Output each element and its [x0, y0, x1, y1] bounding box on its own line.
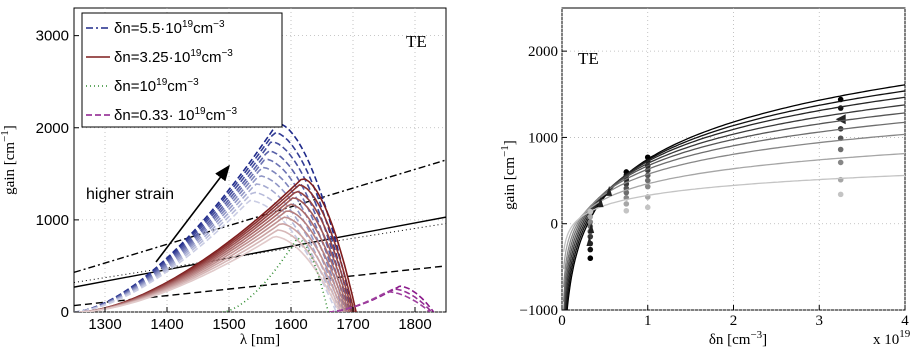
- spectrum-curve: [80, 235, 341, 312]
- legend-entry: δn=5.5·1019cm−3: [114, 19, 225, 37]
- plot-area-b: [561, 7, 906, 311]
- data-marker: [587, 208, 594, 215]
- data-marker: [587, 246, 594, 253]
- data-marker: [837, 159, 844, 166]
- gain-curve: [565, 90, 905, 310]
- y-tick-label: 1000: [528, 130, 558, 146]
- strain-arrow: [155, 164, 230, 263]
- spectrum-curve: [222, 237, 329, 312]
- spectrum-curve: [328, 290, 431, 312]
- data-marker: [623, 201, 630, 207]
- gain-curve: [563, 112, 905, 310]
- y-tick-label: 2000: [528, 44, 558, 60]
- gain-curve: [563, 152, 905, 270]
- loss-line: [74, 159, 446, 274]
- x-tick-label: 1: [644, 313, 652, 329]
- data-marker: [587, 233, 594, 240]
- data-marker: [586, 235, 593, 246]
- data-marker: [587, 219, 594, 225]
- gain-spectrum-panel: 1300 1400 1500 1600 1700 1800 0 1000 2000 3000 TE…: [0, 7, 447, 348]
- spectrum-curve: [74, 199, 338, 312]
- y-tick-label: 2000: [36, 120, 69, 137]
- legend-entry: δn=3.25·1019cm−3: [114, 48, 233, 66]
- data-marker: [837, 191, 844, 198]
- y-tick-label: 0: [551, 217, 559, 233]
- panel-label-b: TE: [578, 49, 599, 68]
- x-tick-label: 0: [558, 313, 566, 329]
- x-tick-label: 1800: [398, 316, 431, 333]
- loss-line: [74, 265, 446, 307]
- x-tick-label: 1500: [212, 316, 245, 333]
- x-multiplier-b: x 1019: [873, 328, 911, 348]
- y-axis-label-b: gain [cm−1]: [499, 140, 518, 210]
- data-marker: [837, 146, 844, 153]
- x-tick-label: 4: [901, 313, 909, 329]
- x-tick-label: 1700: [336, 316, 369, 333]
- y-axis-label-a: gain [cm−1]: [0, 125, 18, 195]
- data-marker: [644, 177, 651, 184]
- panel-label-a: TE: [406, 32, 427, 51]
- legend: δn=5.5·1019cm−3 δn=3.25·1019cm−3 δn=1019cm…: [81, 12, 283, 128]
- gain-curve: [566, 84, 905, 310]
- legend-entry: δn=1019cm−3: [114, 77, 199, 95]
- grid-a: [74, 8, 446, 313]
- data-marker: [588, 223, 595, 234]
- x-tick-label: 1400: [150, 316, 183, 333]
- series-a: [74, 122, 446, 312]
- x-tick-label: 2: [730, 313, 738, 329]
- x-tick-label: 1300: [88, 316, 121, 333]
- data-marker: [623, 207, 630, 214]
- ticks-a: 1300 1400 1500 1600 1700 1800 0 1000 2000 3000: [36, 28, 432, 333]
- x-tick-label: 3: [816, 313, 824, 329]
- series-b: [563, 84, 905, 310]
- loss-line: [74, 223, 446, 284]
- legend-entry: δn=0.33· 1019cm−3: [114, 106, 237, 124]
- data-marker: [644, 183, 651, 190]
- x-tick-label: 1600: [274, 316, 307, 333]
- y-tick-label: −1000: [520, 303, 558, 319]
- x-axis-label-b: δn [cm−3]: [709, 329, 767, 348]
- gain-curve: [564, 96, 905, 310]
- data-marker: [623, 189, 630, 196]
- x-axis-label-a: λ [nm]: [240, 332, 280, 348]
- data-marker: [587, 214, 594, 220]
- gain-curve: [563, 174, 905, 252]
- data-marker: [587, 255, 594, 262]
- data-marker: [606, 185, 613, 196]
- y-tick-label: 3000: [36, 28, 69, 45]
- y-tick-label: 1000: [36, 212, 69, 229]
- gain-curve: [564, 104, 905, 310]
- y-tick-label: 0: [61, 304, 69, 321]
- data-marker: [597, 197, 604, 208]
- legend-box: [81, 12, 283, 128]
- loss-line: [74, 216, 446, 288]
- data-marker: [644, 204, 651, 211]
- data-marker: [835, 114, 846, 125]
- annotation-higher-strain: higher strain: [86, 186, 174, 203]
